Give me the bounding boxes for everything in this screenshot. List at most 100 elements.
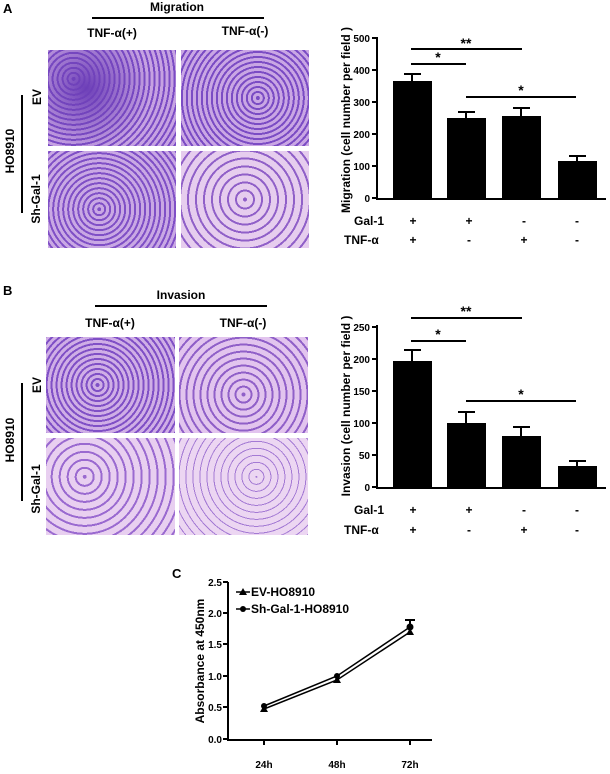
svg-text:250: 250 bbox=[353, 323, 370, 334]
migration-condition-table: Gal-1 + + - - TNF-α + - + - bbox=[344, 214, 579, 247]
svg-text:+: + bbox=[465, 214, 472, 228]
migration-y-axis-label: Migration (cell number per field ) bbox=[339, 27, 353, 213]
svg-text:200: 200 bbox=[353, 355, 370, 366]
svg-text:100: 100 bbox=[353, 162, 370, 173]
invasion-condition-table: Gal-1 + + - - TNF-α + - + - bbox=[344, 503, 579, 537]
series-sh-gal1-ho8910 bbox=[261, 619, 415, 709]
micrograph-migration-shgal1-tnf-minus bbox=[181, 151, 309, 248]
bar bbox=[558, 466, 597, 487]
svg-text:TNF-α: TNF-α bbox=[344, 233, 379, 247]
micrograph-migration-ev-tnf-minus bbox=[181, 50, 309, 146]
svg-text:100: 100 bbox=[353, 419, 370, 430]
panel-b-col-label-tnf-minus: TNF-α(-) bbox=[219, 316, 267, 330]
micrograph-invasion-shgal1-tnf-plus bbox=[46, 438, 175, 535]
absorbance-y-ticks: 0.0 0.5 1.0 1.5 2.0 2.5 bbox=[208, 578, 228, 746]
svg-text:200: 200 bbox=[353, 130, 370, 141]
panel-b-group-label: HO8910 bbox=[3, 417, 17, 463]
panel-b-group-rule bbox=[21, 383, 23, 501]
svg-text:-: - bbox=[575, 214, 579, 228]
panel-b-col-label-tnf-plus: TNF-α(+) bbox=[85, 316, 135, 330]
bar bbox=[558, 161, 597, 198]
svg-text:-: - bbox=[467, 523, 471, 537]
panel-a-letter: A bbox=[3, 1, 13, 16]
svg-text:*: * bbox=[435, 49, 441, 65]
micrograph-migration-ev-tnf-plus bbox=[48, 50, 176, 146]
svg-text:+: + bbox=[465, 503, 472, 517]
svg-text:0: 0 bbox=[364, 194, 370, 205]
svg-text:-: - bbox=[575, 503, 579, 517]
bar bbox=[502, 436, 541, 487]
panel-a-row-label-ev: EV bbox=[30, 89, 44, 106]
svg-text:**: ** bbox=[461, 303, 472, 319]
svg-text:+: + bbox=[409, 233, 416, 247]
svg-text:1.0: 1.0 bbox=[208, 672, 222, 683]
absorbance-legend: EV-HO8910 Sh-Gal-1-HO8910 bbox=[236, 585, 349, 616]
migration-y-ticks: 0 100 200 300 400 500 bbox=[353, 34, 377, 205]
invasion-bar-chart: Invasion (cell number per field ) 0 50 1… bbox=[339, 303, 606, 537]
svg-text:+: + bbox=[409, 523, 416, 537]
svg-text:0.5: 0.5 bbox=[208, 703, 222, 714]
svg-text:400: 400 bbox=[353, 66, 370, 77]
panel-a-row-label-shgal1: Sh-Gal-1 bbox=[29, 174, 43, 224]
svg-text:Sh-Gal-1-HO8910: Sh-Gal-1-HO8910 bbox=[251, 602, 349, 616]
svg-text:2.0: 2.0 bbox=[208, 609, 222, 620]
micrograph-invasion-ev-tnf-plus bbox=[46, 337, 175, 433]
absorbance-line-chart: Absorbance at 450nm 0.0 0.5 1.0 1.5 2.0 … bbox=[193, 578, 432, 771]
svg-text:+: + bbox=[520, 233, 527, 247]
absorbance-y-axis-label: Absorbance at 450nm bbox=[193, 599, 207, 724]
svg-text:500: 500 bbox=[353, 34, 370, 45]
micrograph-migration-shgal1-tnf-plus bbox=[48, 151, 176, 248]
svg-text:-: - bbox=[522, 503, 526, 517]
svg-text:Gal-1: Gal-1 bbox=[354, 503, 384, 517]
panel-b-title-rule bbox=[95, 305, 267, 307]
panel-c-letter: C bbox=[172, 566, 182, 581]
svg-text:EV-HO8910: EV-HO8910 bbox=[251, 585, 315, 599]
bar bbox=[502, 116, 541, 198]
svg-text:0.0: 0.0 bbox=[208, 735, 222, 746]
panel-b-title: Invasion bbox=[156, 288, 206, 302]
migration-bar-chart: Migration (cell number per field ) 0 100… bbox=[339, 27, 606, 247]
svg-text:+: + bbox=[409, 503, 416, 517]
bar bbox=[393, 361, 432, 487]
bar bbox=[447, 423, 486, 487]
migration-significance: * ** * bbox=[411, 35, 576, 98]
invasion-y-axis-label: Invasion (cell number per field ) bbox=[339, 316, 353, 497]
bar bbox=[393, 81, 432, 198]
svg-text:2.5: 2.5 bbox=[208, 578, 222, 589]
bar bbox=[447, 118, 486, 198]
panel-a-group-rule bbox=[21, 95, 23, 213]
svg-text:*: * bbox=[518, 386, 524, 402]
svg-text:24h: 24h bbox=[255, 760, 272, 771]
svg-text:48h: 48h bbox=[328, 760, 345, 771]
svg-text:50: 50 bbox=[359, 451, 371, 462]
svg-text:*: * bbox=[518, 82, 524, 98]
panel-b-row-label-shgal1: Sh-Gal-1 bbox=[29, 464, 43, 514]
svg-text:-: - bbox=[575, 233, 579, 247]
panel-a-col-label-tnf-minus: TNF-α(-) bbox=[221, 24, 269, 38]
panel-a-group-label: HO8910 bbox=[3, 128, 17, 174]
svg-text:-: - bbox=[575, 523, 579, 537]
svg-text:+: + bbox=[409, 214, 416, 228]
svg-text:Gal-1: Gal-1 bbox=[354, 214, 384, 228]
micrograph-invasion-shgal1-tnf-minus bbox=[179, 438, 308, 535]
svg-text:150: 150 bbox=[353, 387, 370, 398]
svg-text:+: + bbox=[520, 523, 527, 537]
svg-text:-: - bbox=[467, 233, 471, 247]
panel-b-row-label-ev: EV bbox=[30, 377, 44, 394]
panel-a-title: Migration bbox=[150, 0, 204, 14]
panel-a-title-rule bbox=[92, 17, 264, 19]
svg-text:300: 300 bbox=[353, 98, 370, 109]
migration-bars bbox=[393, 73, 597, 198]
invasion-y-ticks: 0 50 100 150 200 250 bbox=[353, 323, 377, 494]
svg-text:72h: 72h bbox=[401, 760, 418, 771]
panel-a-col-label-tnf-plus: TNF-α(+) bbox=[87, 26, 137, 40]
invasion-bars bbox=[393, 349, 597, 487]
svg-text:-: - bbox=[522, 214, 526, 228]
svg-text:*: * bbox=[435, 326, 441, 342]
invasion-significance: * ** * bbox=[411, 303, 576, 402]
svg-text:0: 0 bbox=[364, 483, 370, 494]
svg-text:**: ** bbox=[461, 35, 472, 51]
panel-b-letter: B bbox=[3, 283, 13, 298]
svg-text:TNF-α: TNF-α bbox=[344, 523, 379, 537]
svg-text:1.5: 1.5 bbox=[208, 640, 222, 651]
